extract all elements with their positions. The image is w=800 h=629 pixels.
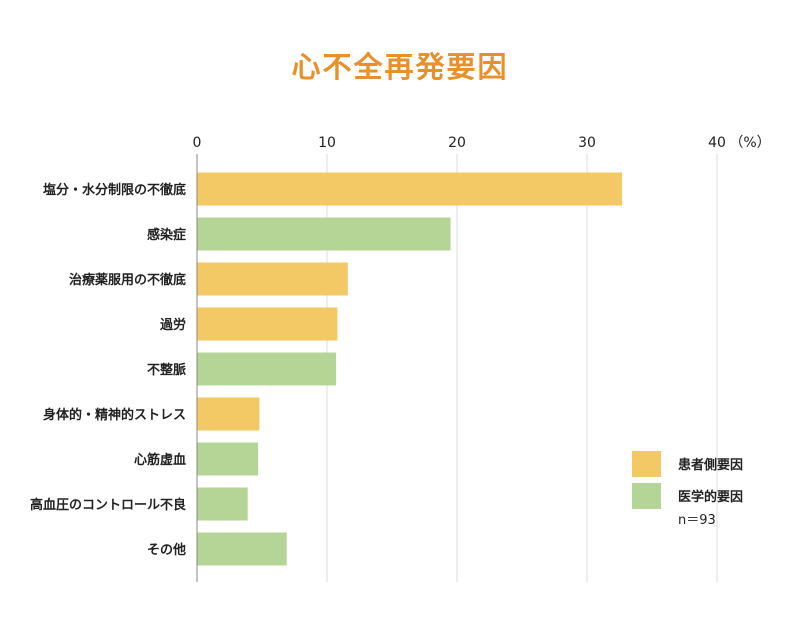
bar-8 xyxy=(197,532,287,566)
x-tick-labels: 0 10 20 30 40 （%） xyxy=(193,135,771,151)
category-label-1: 感染症 xyxy=(147,227,186,243)
category-labels: 塩分・水分制限の不徹底感染症治療薬服用の不徹底過労不整脈身体的・精神的ストレス心… xyxy=(30,182,186,558)
x-tick-label-40: 40 xyxy=(708,135,726,151)
bar-5 xyxy=(197,397,260,431)
category-label-0: 塩分・水分制限の不徹底 xyxy=(43,182,186,198)
category-label-5: 身体的・精神的ストレス xyxy=(43,407,186,423)
bar-2 xyxy=(197,262,348,296)
legend-swatch-1 xyxy=(632,483,661,509)
category-label-3: 過労 xyxy=(159,317,186,333)
bar-3 xyxy=(197,307,338,341)
bar-6 xyxy=(197,442,259,476)
bar-1 xyxy=(197,217,451,251)
x-tick-label-20: 20 xyxy=(448,135,466,151)
bar-0 xyxy=(197,172,623,206)
category-label-4: 不整脈 xyxy=(147,362,186,378)
x-tick-label-0: 0 xyxy=(193,135,202,151)
legend-swatch-0 xyxy=(632,451,661,477)
x-tick-label-30: 30 xyxy=(578,135,596,151)
category-label-7: 高血圧のコントロール不良 xyxy=(30,497,186,513)
x-unit-label: （%） xyxy=(729,135,770,151)
category-label-6: 心筋虚血 xyxy=(134,452,186,468)
bar-7 xyxy=(197,487,248,521)
category-label-2: 治療薬服用の不徹底 xyxy=(69,272,186,288)
category-label-8: その他 xyxy=(147,542,186,558)
sample-size-note: n＝93 xyxy=(678,513,716,528)
legend-label-1: 医学的要因 xyxy=(678,489,743,505)
chart-title: 心不全再発要因 xyxy=(291,50,509,84)
bar-4 xyxy=(197,352,337,386)
legend-label-0: 患者側要因 xyxy=(678,457,743,473)
bars xyxy=(197,172,623,566)
x-tick-label-10: 10 xyxy=(318,135,336,151)
